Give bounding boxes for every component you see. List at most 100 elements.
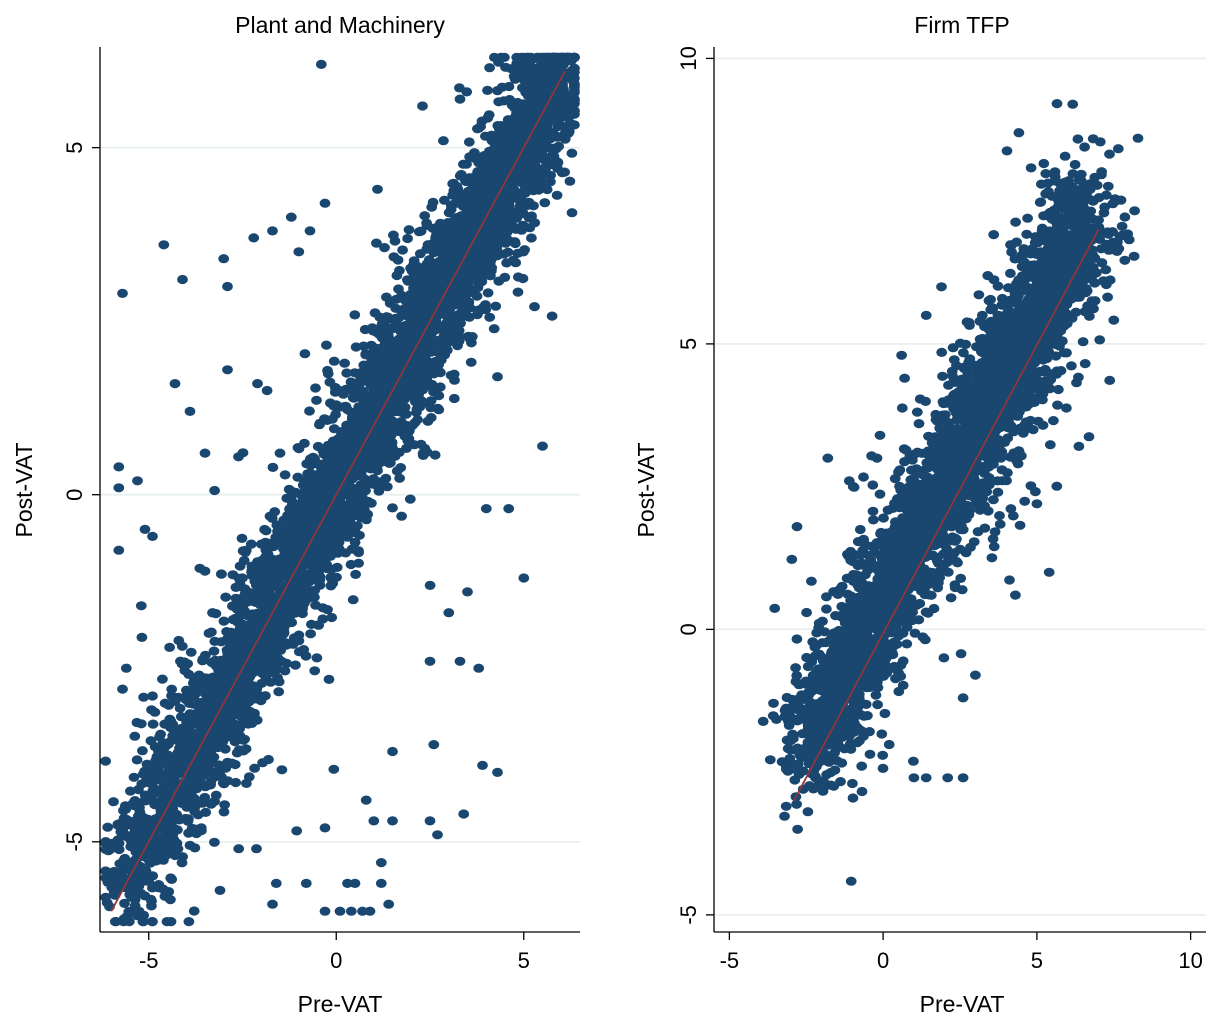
scatter-point xyxy=(424,656,436,666)
scatter-point xyxy=(484,312,496,322)
scatter-point xyxy=(256,593,267,603)
scatter-point xyxy=(568,74,580,84)
scatter-point xyxy=(402,233,413,244)
scatter-point xyxy=(182,777,194,787)
scatter-point xyxy=(158,240,170,250)
scatter-point xyxy=(896,403,908,413)
scatter-point xyxy=(532,103,543,113)
scatter-point xyxy=(259,609,271,619)
scatter-point xyxy=(309,666,321,676)
fit-line xyxy=(110,70,566,912)
scatter-point xyxy=(426,294,437,304)
scatter-point xyxy=(168,771,180,782)
scatter-point xyxy=(416,264,427,274)
scatter-point xyxy=(329,519,341,529)
scatter-point xyxy=(256,678,268,688)
scatter-point xyxy=(312,620,324,630)
scatter-point xyxy=(237,448,249,458)
scatter-point xyxy=(517,273,529,284)
scatter-point xyxy=(174,703,186,713)
scatter-point xyxy=(369,308,381,318)
scatter-point xyxy=(304,406,315,416)
scatter-point xyxy=(387,336,398,347)
scatter-point xyxy=(1073,441,1085,451)
scatter-point xyxy=(133,906,145,916)
scatter-point xyxy=(371,238,382,248)
scatter-point xyxy=(159,839,171,849)
scatter-point xyxy=(123,907,135,917)
scatter-point xyxy=(492,86,503,96)
scatter-point xyxy=(448,393,460,404)
scatter-point xyxy=(149,707,161,717)
scatter-point xyxy=(349,310,361,320)
scatter-point xyxy=(219,744,231,754)
scatter-point xyxy=(287,523,299,533)
scatter-point xyxy=(524,67,535,77)
scatter-point xyxy=(173,635,185,646)
scatter-point xyxy=(205,799,217,809)
scatter-point xyxy=(472,124,483,134)
scatter-point xyxy=(520,87,532,97)
scatter-point xyxy=(328,356,340,366)
scatter-point xyxy=(564,118,576,128)
scatter-point xyxy=(476,116,488,126)
scatter-point xyxy=(384,360,396,370)
chart-title: Firm TFP xyxy=(914,12,1009,38)
scatter-point xyxy=(203,714,214,724)
scatter-point xyxy=(482,288,494,298)
scatter-point xyxy=(353,421,365,431)
scatter-point xyxy=(232,595,244,605)
scatter-point xyxy=(154,775,166,785)
scatter-point xyxy=(373,455,385,465)
scatter-point xyxy=(274,448,286,458)
scatter-point xyxy=(526,233,537,243)
scatter-point xyxy=(349,368,361,378)
scatter-point xyxy=(100,756,111,766)
scatter-point xyxy=(426,202,438,212)
scatter-point xyxy=(546,68,557,78)
scatter-point xyxy=(435,355,447,365)
scatter-point xyxy=(115,827,127,837)
scatter-point xyxy=(454,94,466,104)
scatter-point xyxy=(273,687,285,697)
scatter-point xyxy=(209,837,220,847)
scatter-point xyxy=(509,238,521,249)
scatter-point xyxy=(290,660,301,670)
scatter-point xyxy=(480,131,491,141)
scatter-point xyxy=(161,917,173,927)
scatter-point xyxy=(358,341,370,351)
scatter-point xyxy=(564,176,576,186)
scatter-point xyxy=(349,511,361,521)
scatter-point xyxy=(394,473,405,483)
scatter-point xyxy=(169,379,181,389)
scatter-point xyxy=(231,617,243,627)
scatter-point xyxy=(220,763,232,773)
scatter-point xyxy=(424,580,436,591)
scatter-point xyxy=(438,136,449,146)
scatter-point xyxy=(266,562,277,572)
scatter-point xyxy=(182,721,194,731)
scatter-point xyxy=(458,159,469,169)
scatter-point xyxy=(131,755,143,765)
scatter-point xyxy=(489,167,501,177)
scatter-point xyxy=(339,358,350,368)
scatter-point xyxy=(413,365,425,375)
scatter-point xyxy=(259,524,270,535)
scatter-point xyxy=(499,123,511,133)
scatter-point xyxy=(175,656,186,666)
scatter-point xyxy=(326,564,337,575)
scatter-point xyxy=(414,349,426,359)
scatter-point xyxy=(204,766,216,776)
scatter-point xyxy=(456,211,467,221)
scatter-point xyxy=(311,653,323,663)
scatter-point xyxy=(372,478,384,489)
scatter-point xyxy=(304,226,316,236)
scatter-point xyxy=(480,504,492,514)
scatter-point xyxy=(233,844,245,854)
scatter-point xyxy=(503,504,515,514)
scatter-point xyxy=(315,59,327,69)
scatter-point xyxy=(310,383,321,393)
scatter-point xyxy=(276,765,288,775)
scatter-point xyxy=(404,494,416,504)
